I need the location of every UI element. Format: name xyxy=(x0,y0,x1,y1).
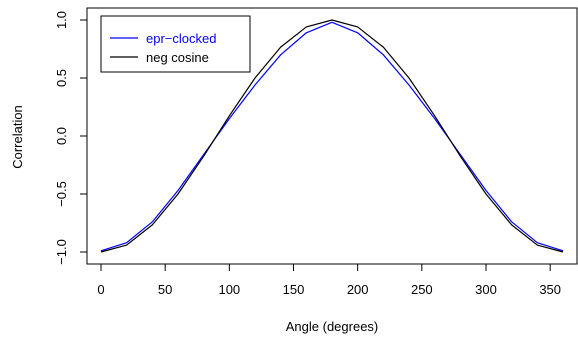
legend: epr−clocked neg cosine xyxy=(100,15,251,73)
legend-label: neg cosine xyxy=(146,50,209,65)
x-tick-label: 250 xyxy=(411,282,433,297)
y-tick-label: 1.0 xyxy=(54,11,69,29)
legend-label: epr−clocked xyxy=(146,31,216,46)
series-line-neg-cosine xyxy=(100,19,564,253)
x-tick-label: 350 xyxy=(539,282,561,297)
legend-box xyxy=(100,15,251,73)
x-tick-label: 300 xyxy=(475,282,497,297)
y-axis: −1.0 −0.5 0.0 0.5 1.0 xyxy=(54,11,88,265)
y-axis-title: Correlation xyxy=(10,105,25,169)
y-tick-label: −0.5 xyxy=(54,181,69,207)
series-layer xyxy=(100,19,564,253)
x-tick-label: 200 xyxy=(347,282,369,297)
x-tick-label: 150 xyxy=(283,282,305,297)
y-tick-label: −1.0 xyxy=(54,239,69,265)
series-line-epr-clocked xyxy=(100,21,564,252)
x-tick-label: 100 xyxy=(218,282,240,297)
x-tick-label: 0 xyxy=(97,282,104,297)
x-axis-title: Angle (degrees) xyxy=(286,319,379,334)
y-tick-label: 0.5 xyxy=(54,69,69,87)
x-axis: 0 50 100 150 200 250 300 350 xyxy=(97,263,561,297)
x-tick-label: 50 xyxy=(158,282,172,297)
y-tick-label: 0.0 xyxy=(54,127,69,145)
